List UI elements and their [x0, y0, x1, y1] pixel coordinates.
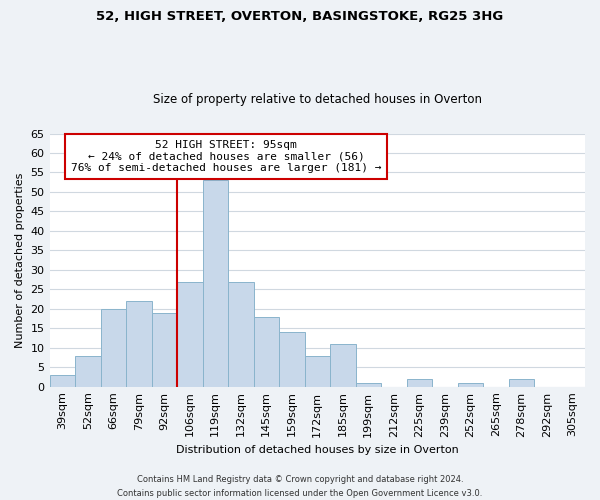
X-axis label: Distribution of detached houses by size in Overton: Distribution of detached houses by size …	[176, 445, 458, 455]
Y-axis label: Number of detached properties: Number of detached properties	[15, 172, 25, 348]
Bar	[279, 332, 305, 386]
Bar	[152, 312, 177, 386]
Text: Contains HM Land Registry data © Crown copyright and database right 2024.
Contai: Contains HM Land Registry data © Crown c…	[118, 476, 482, 498]
Bar	[101, 309, 126, 386]
Bar	[177, 282, 203, 387]
Bar	[126, 301, 152, 386]
Bar	[254, 316, 279, 386]
Text: 52 HIGH STREET: 95sqm
← 24% of detached houses are smaller (56)
76% of semi-deta: 52 HIGH STREET: 95sqm ← 24% of detached …	[71, 140, 382, 173]
Bar	[305, 356, 330, 386]
Title: Size of property relative to detached houses in Overton: Size of property relative to detached ho…	[153, 93, 482, 106]
Bar	[407, 379, 432, 386]
Bar	[330, 344, 356, 387]
Bar	[50, 375, 75, 386]
Bar	[458, 383, 483, 386]
Bar	[228, 282, 254, 387]
Bar	[509, 379, 534, 386]
Text: 52, HIGH STREET, OVERTON, BASINGSTOKE, RG25 3HG: 52, HIGH STREET, OVERTON, BASINGSTOKE, R…	[97, 10, 503, 23]
Bar	[75, 356, 101, 386]
Bar	[203, 180, 228, 386]
Bar	[356, 383, 381, 386]
